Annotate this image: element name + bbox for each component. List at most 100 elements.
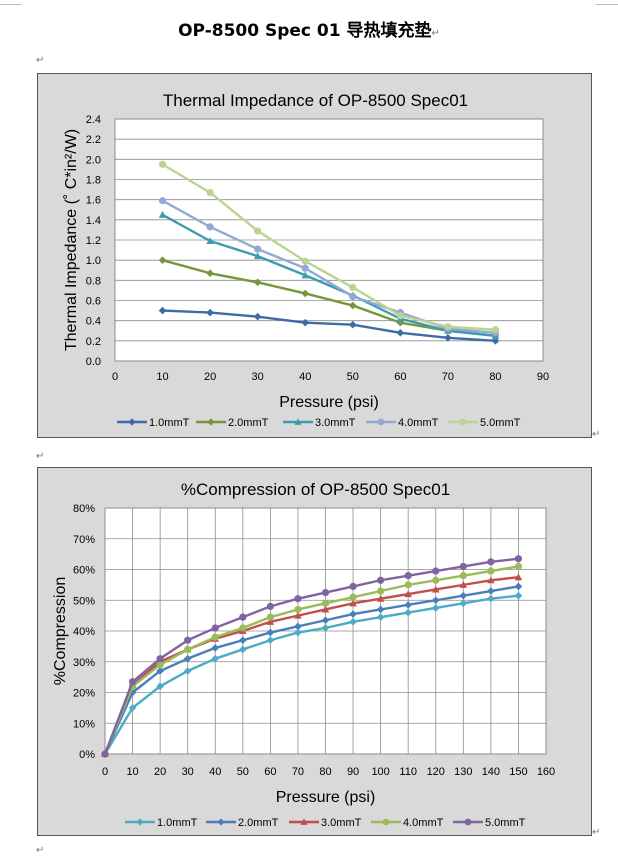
data-point	[253, 312, 262, 321]
y-tick-label: 1.4	[86, 215, 101, 227]
x-tick-label: 90	[347, 766, 359, 778]
data-point	[266, 617, 275, 625]
legend-label: 4.0mmT	[398, 417, 439, 429]
legend-item: 1.0mmT	[117, 417, 190, 429]
data-point	[158, 306, 167, 315]
data-point	[239, 624, 247, 632]
y-tick-label: 2.0	[86, 154, 101, 166]
data-point	[491, 326, 500, 334]
data-point	[487, 558, 495, 566]
data-point	[266, 636, 275, 645]
data-point	[156, 667, 164, 675]
page-top-rule-right	[596, 4, 618, 5]
data-point	[459, 599, 468, 608]
data-point	[514, 555, 523, 563]
y-tick-labels: 0.0 0.2 0.4 0.6 0.8 1.0 1.2 1.4 1.6 1.8 2.0 2.2 2.4	[86, 114, 101, 368]
compression-chart: %Compression of OP-8500 Spec01 0% 10% 20% 30…	[37, 467, 592, 836]
data-point	[321, 605, 330, 613]
page-top-rule-left	[0, 4, 22, 5]
data-point	[211, 624, 219, 632]
data-point	[459, 591, 468, 600]
y-tick-label: 80%	[73, 503, 95, 515]
compression-chart-svg: %Compression of OP-8500 Spec01 0% 10% 20% 30…	[52, 480, 555, 829]
data-point	[396, 328, 405, 337]
data-point	[206, 308, 214, 317]
data-point	[206, 269, 214, 278]
legend-item: 3.0mmT	[289, 817, 362, 829]
legend-marker	[136, 818, 144, 826]
x-tick-label: 140	[482, 766, 500, 778]
x-tick-label: 30	[252, 371, 264, 383]
data-point	[459, 572, 467, 580]
legend-label: 3.0mmT	[321, 817, 362, 829]
x-tick-label: 60	[264, 766, 276, 778]
legend-item: 1.0mmT	[125, 817, 198, 829]
x-tick-label: 90	[537, 371, 549, 383]
data-point	[156, 661, 164, 669]
x-tick-label: 30	[182, 766, 194, 778]
data-point	[321, 588, 330, 597]
x-tick-label: 40	[299, 371, 311, 383]
y-tick-label: 2.2	[86, 134, 101, 146]
data-point	[487, 587, 495, 595]
x-tick-label: 50	[347, 371, 359, 383]
series-2.0mmT	[101, 582, 523, 758]
data-point	[404, 590, 412, 598]
data-point	[444, 323, 452, 331]
y-tick-label: 60%	[73, 565, 95, 577]
data-point	[239, 645, 247, 654]
chart-title: Thermal Impedance of OP-8500 Spec01	[163, 91, 468, 110]
data-point	[376, 613, 385, 621]
data-point	[253, 252, 262, 260]
data-point	[254, 245, 262, 253]
legend-item: 2.0mmT	[206, 817, 279, 829]
x-axis-label: Pressure (psi)	[276, 789, 376, 806]
data-point	[321, 624, 330, 632]
y-tick-label: 0%	[79, 749, 95, 761]
data-point	[156, 655, 164, 663]
x-tick-label: 120	[427, 766, 445, 778]
series-line	[103, 594, 519, 755]
data-point	[294, 622, 302, 631]
x-tick-label: 0	[102, 766, 108, 778]
legend-label: 2.0mmT	[238, 817, 279, 829]
legend-marker	[377, 418, 385, 426]
y-tick-label: 1.8	[86, 175, 101, 187]
chart-title: %Compression of OP-8500 Spec01	[181, 480, 450, 499]
data-point	[349, 599, 357, 607]
data-point	[404, 608, 412, 617]
legend: 1.0mmT 2.0mmT 3.0mmT 4.0mmT 5.0mmT	[125, 817, 526, 829]
legend-item: 5.0mmT	[453, 817, 526, 829]
legend-label: 5.0mmT	[480, 417, 521, 429]
series-line	[103, 565, 519, 755]
data-point	[459, 562, 467, 571]
data-point	[376, 605, 385, 614]
data-point	[514, 562, 523, 571]
x-tick-label: 130	[454, 766, 472, 778]
data-point	[184, 645, 192, 654]
legend-label: 4.0mmT	[403, 817, 444, 829]
paragraph-mark: ↵	[431, 28, 440, 39]
paragraph-mark: ↵	[592, 827, 601, 838]
x-tick-label: 70	[442, 371, 454, 383]
data-point	[487, 567, 495, 575]
data-point	[431, 585, 440, 593]
series-line	[103, 575, 519, 755]
data-point	[156, 682, 164, 691]
paragraph-mark: ↵	[592, 429, 601, 440]
data-point	[183, 654, 192, 663]
x-tick-label: 80	[489, 371, 501, 383]
data-point	[349, 582, 357, 591]
y-tick-label: 1.2	[86, 235, 101, 247]
legend-marker	[459, 418, 467, 426]
paragraph-mark: ↵	[36, 55, 45, 66]
data-point	[301, 318, 310, 327]
data-point	[301, 257, 309, 265]
y-axis-label: %Compression	[52, 577, 69, 685]
data-point	[158, 210, 167, 218]
x-tick-label: 110	[399, 766, 417, 778]
data-point	[349, 593, 357, 601]
data-point	[301, 289, 310, 298]
thermal-impedance-chart-svg: Thermal Impedance of OP-8500 Spec010.00.…	[63, 91, 549, 429]
x-tick-label: 0	[112, 371, 118, 383]
